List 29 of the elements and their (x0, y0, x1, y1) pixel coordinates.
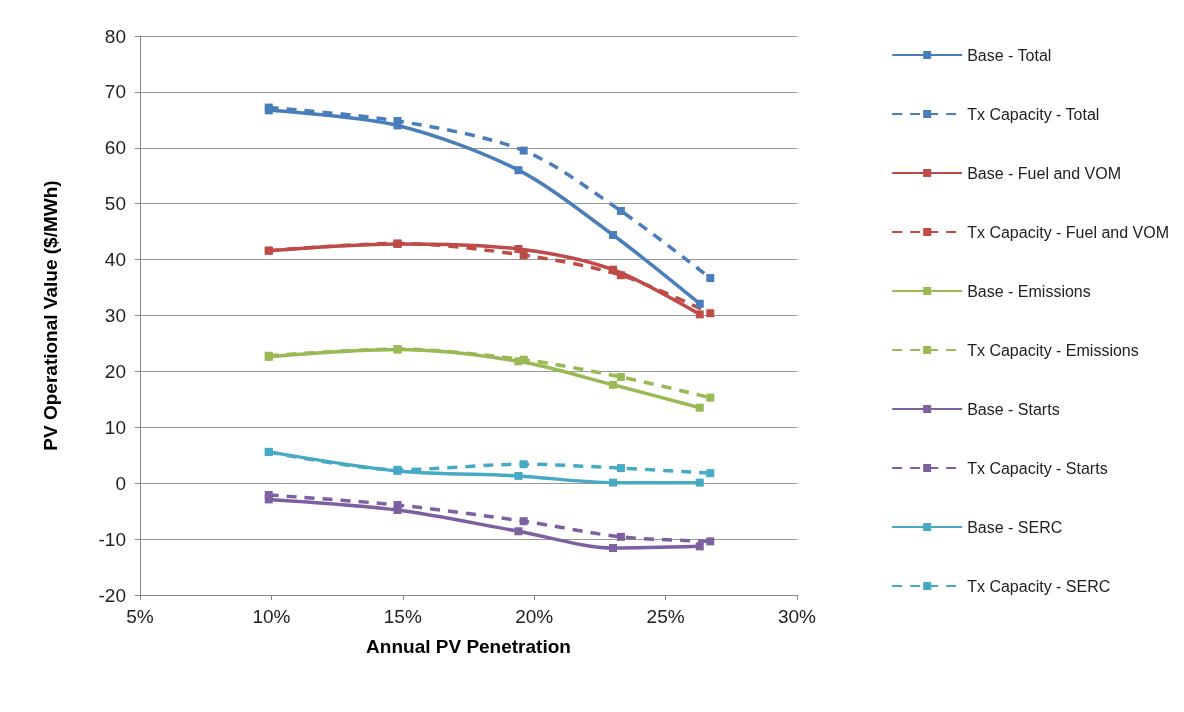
legend-label: Tx Capacity - Fuel and VOM (967, 223, 1169, 241)
x-tick-label: 15% (383, 606, 422, 627)
y-tick-label: -10 (98, 528, 126, 550)
y-axis-title: PV Operational Value ($/MWh) (40, 180, 61, 451)
legend-label: Base - SERC (967, 518, 1063, 536)
y-tick-label: 0 (115, 472, 126, 494)
y-tick-label: 70 (104, 81, 126, 103)
y-tick-label: 60 (104, 137, 126, 159)
legend-label: Base - Starts (967, 400, 1060, 418)
y-tick-label: 20 (104, 360, 126, 382)
y-tick-label: 40 (104, 249, 126, 271)
legend-label: Base - Emissions (967, 282, 1091, 300)
legend-label: Tx Capacity - Starts (967, 459, 1108, 477)
y-tick-label: 30 (104, 305, 126, 326)
x-tick-label: 10% (252, 606, 291, 627)
legend-label: Base - Fuel and VOM (967, 164, 1121, 182)
x-tick-label: 25% (646, 606, 685, 627)
x-tick-label: 30% (777, 606, 817, 627)
y-tick-label: 80 (104, 25, 126, 47)
y-tick-label: 10 (104, 416, 126, 438)
x-tick-label: 20% (515, 606, 554, 627)
x-axis-title: Annual PV Penetration (366, 636, 571, 657)
legend-label: Base - Total (967, 46, 1052, 64)
x-tick-label: 5% (126, 606, 154, 627)
y-tick-label: 50 (104, 193, 126, 215)
legend-label: Tx Capacity - Emissions (967, 341, 1139, 359)
legend-label: Tx Capacity - Total (967, 105, 1100, 123)
y-tick-label: -20 (98, 584, 126, 606)
legend-label: Tx Capacity - SERC (967, 577, 1111, 595)
